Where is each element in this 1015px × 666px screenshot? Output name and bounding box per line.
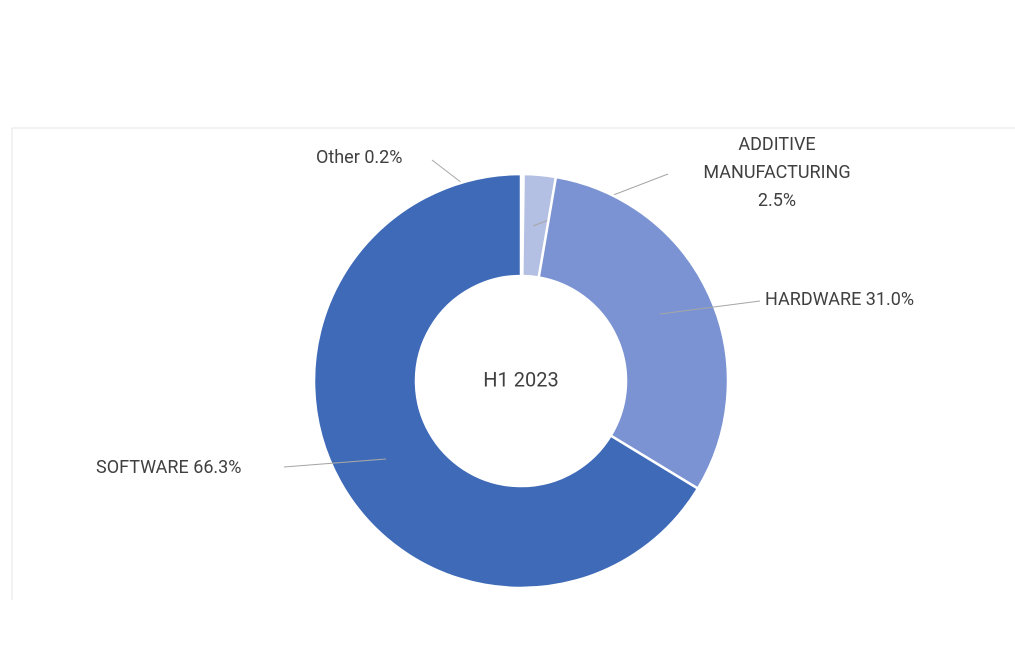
label-category: ADDITIVE MANUFACTURING [703,134,851,183]
frame [11,127,1015,600]
data-label: HARDWARE 31.0% [765,286,914,314]
leader-line [659,300,761,315]
label-value: 66.3% [193,457,242,478]
donut-slice [312,172,700,590]
label-value: 31.0% [865,289,915,310]
label-category: SOFTWARE [96,457,189,478]
donut-slice [537,175,730,491]
data-label: ADDITIVE MANUFACTURING 2.5% [677,131,877,215]
label-category: Other [316,147,360,168]
label-value: 0.2% [364,147,403,168]
data-label: SOFTWARE 66.3% [96,454,241,482]
center-label: H1 2023 [483,367,558,391]
leader-line [283,458,387,468]
data-label: Other 0.2% [316,144,402,172]
label-value: 2.5% [757,190,797,211]
label-category: HARDWARE [765,289,862,310]
